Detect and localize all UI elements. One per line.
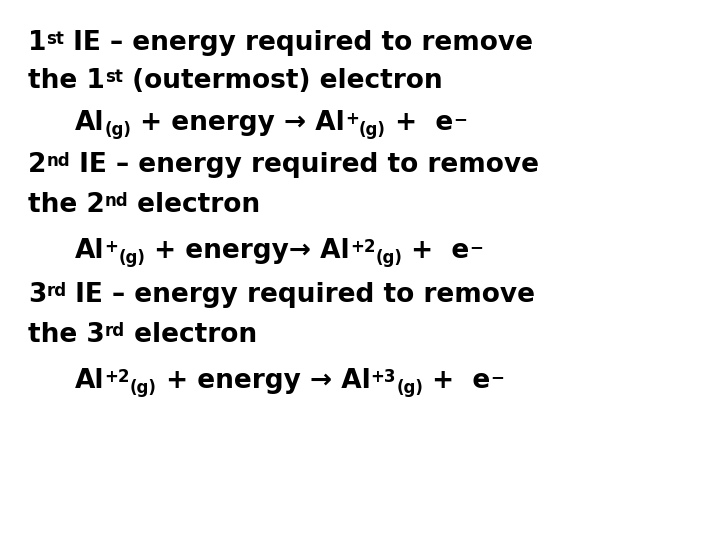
Text: +: + <box>104 238 118 256</box>
Text: rd: rd <box>104 322 125 340</box>
Text: the 2: the 2 <box>28 192 104 218</box>
Text: +  e: + e <box>402 238 469 264</box>
Text: nd: nd <box>104 192 128 210</box>
Text: electron: electron <box>128 192 261 218</box>
Text: Al: Al <box>75 368 104 394</box>
Text: IE – energy required to remove: IE – energy required to remove <box>66 282 536 308</box>
Text: (g): (g) <box>104 121 131 139</box>
Text: rd: rd <box>46 282 66 300</box>
Text: + energy→ Al: + energy→ Al <box>145 238 350 264</box>
Text: +: + <box>345 110 359 128</box>
Text: the 3: the 3 <box>28 322 104 348</box>
Text: −: − <box>469 238 483 256</box>
Text: nd: nd <box>46 152 70 170</box>
Text: st: st <box>105 68 122 86</box>
Text: (outermost) electron: (outermost) electron <box>122 68 442 94</box>
Text: +3: +3 <box>371 368 396 386</box>
Text: + energy → Al: + energy → Al <box>157 368 371 394</box>
Text: (g): (g) <box>118 249 145 267</box>
Text: st: st <box>47 30 64 48</box>
Text: + energy → Al: + energy → Al <box>131 110 345 136</box>
Text: +2: +2 <box>350 238 375 256</box>
Text: (g): (g) <box>359 121 386 139</box>
Text: the 1: the 1 <box>28 68 105 94</box>
Text: 2: 2 <box>28 152 46 178</box>
Text: IE – energy required to remove: IE – energy required to remove <box>70 152 539 178</box>
Text: (g): (g) <box>130 379 157 397</box>
Text: −: − <box>453 110 467 128</box>
Text: 3: 3 <box>28 282 46 308</box>
Text: Al: Al <box>75 238 104 264</box>
Text: +2: +2 <box>104 368 130 386</box>
Text: −: − <box>490 368 504 386</box>
Text: 1: 1 <box>28 30 47 56</box>
Text: IE – energy required to remove: IE – energy required to remove <box>64 30 534 56</box>
Text: +  e: + e <box>386 110 453 136</box>
Text: electron: electron <box>125 322 257 348</box>
Text: (g): (g) <box>375 249 402 267</box>
Text: (g): (g) <box>396 379 423 397</box>
Text: Al: Al <box>75 110 104 136</box>
Text: +  e: + e <box>423 368 490 394</box>
